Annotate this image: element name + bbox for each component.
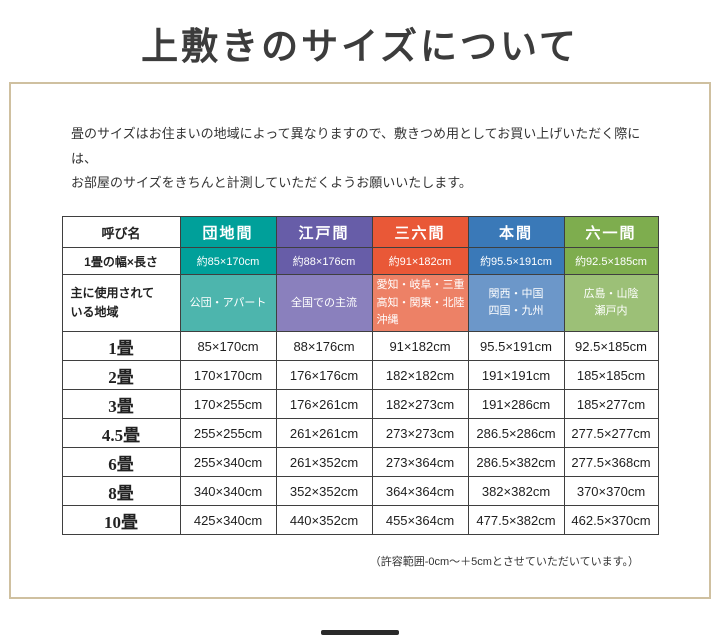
size-cell: 255×340cm <box>179 447 277 478</box>
size-cell: 277.5×277cm <box>563 418 659 449</box>
size-cell: 382×382cm <box>467 476 565 507</box>
size-row-4-5jo: 4.5畳 255×255cm 261×261cm 273×273cm 286.5… <box>61 418 659 449</box>
row-label: 2畳 <box>61 360 181 391</box>
size-row-8jo: 8畳 340×340cm 352×352cm 364×364cm 382×382… <box>61 476 659 507</box>
region-line: 関西・中国 <box>488 288 544 301</box>
region-cell-saburokuma: 愛知・岐阜・三重 高知・関東・北陸 沖縄 <box>371 274 469 333</box>
region-row-label-line-1: 主に使用されて <box>70 285 155 300</box>
size-row-3jo: 3畳 170×255cm 176×261cm 182×273cm 191×286… <box>61 389 659 420</box>
region-line: 四国・九州 <box>488 305 544 318</box>
size-cell: 340×340cm <box>179 476 277 507</box>
region-line: 広島・山陰 <box>583 288 639 301</box>
tolerance-footnote: （許容範囲-0cm〜＋5cmとさせていただいています。） <box>369 556 639 568</box>
size-cell: 191×191cm <box>467 360 565 391</box>
bottom-frame-mark <box>321 630 399 635</box>
width-cell-honma: 約95.5×191cm <box>467 247 565 276</box>
size-cell: 182×182cm <box>371 360 469 391</box>
region-line: 公団・アパート <box>189 296 267 309</box>
size-cell: 370×370cm <box>563 476 659 507</box>
region-cell-honma: 関西・中国 四国・九州 <box>467 274 565 333</box>
size-cell: 176×261cm <box>275 389 373 420</box>
width-row-label: 1畳の幅×長さ <box>61 247 181 276</box>
size-cell: 170×170cm <box>179 360 277 391</box>
size-cell: 91×182cm <box>371 331 469 362</box>
size-cell: 273×364cm <box>371 447 469 478</box>
size-cell: 286.5×286cm <box>467 418 565 449</box>
content-frame: 畳のサイズはお住まいの地域によって異なりますので、敷きつめ用としてお買い上げいた… <box>9 82 711 599</box>
size-cell: 170×255cm <box>179 389 277 420</box>
size-cell: 277.5×368cm <box>563 447 659 478</box>
size-cell: 176×176cm <box>275 360 373 391</box>
region-line: 高知・関東・北陸 <box>376 296 465 309</box>
width-cell-danchima: 約85×170cm <box>179 247 277 276</box>
row-label: 3畳 <box>61 389 181 420</box>
size-cell: 286.5×382cm <box>467 447 565 478</box>
intro-line-2: お部屋のサイズをきちんと計測していただくようお願いいたします。 <box>71 175 472 191</box>
region-row: 主に使用されて いる地域 公団・アパート 全国での主流 愛知・岐阜・三重 高知・… <box>61 274 659 333</box>
row-label: 6畳 <box>61 447 181 478</box>
intro-text: 畳のサイズはお住まいの地域によって異なりますので、敷きつめ用としてお買い上げいた… <box>71 122 649 196</box>
size-row-6jo: 6畳 255×340cm 261×352cm 273×364cm 286.5×3… <box>61 447 659 478</box>
column-header-honma: 本間 <box>467 216 565 249</box>
width-cell-saburokuma: 約91×182cm <box>371 247 469 276</box>
size-cell: 352×352cm <box>275 476 373 507</box>
size-cell: 185×185cm <box>563 360 659 391</box>
region-line: 全国での主流 <box>291 296 357 309</box>
row-label: 4.5畳 <box>61 418 181 449</box>
intro-line-1: 畳のサイズはお住まいの地域によって異なりますので、敷きつめ用としてお買い上げいた… <box>71 126 641 166</box>
column-header-rokuichima: 六一間 <box>563 216 659 249</box>
row-label: 10畳 <box>61 505 181 536</box>
size-cell: 92.5×185cm <box>563 331 659 362</box>
size-cell: 462.5×370cm <box>563 505 659 536</box>
size-cell: 477.5×382cm <box>467 505 565 536</box>
size-cell: 185×277cm <box>563 389 659 420</box>
size-cell: 88×176cm <box>275 331 373 362</box>
size-cell: 425×340cm <box>179 505 277 536</box>
region-cell-edoma: 全国での主流 <box>275 274 373 333</box>
size-cell: 364×364cm <box>371 476 469 507</box>
column-header-edoma: 江戸間 <box>275 216 373 249</box>
size-row-10jo: 10畳 425×340cm 440×352cm 455×364cm 477.5×… <box>61 505 659 536</box>
column-header-saburokuma: 三六間 <box>371 216 469 249</box>
size-cell: 261×261cm <box>275 418 373 449</box>
width-cell-edoma: 約88×176cm <box>275 247 373 276</box>
row-label: 1畳 <box>61 331 181 362</box>
region-line: 沖縄 <box>376 313 399 326</box>
size-row-1jo: 1畳 85×170cm 88×176cm 91×182cm 95.5×191cm… <box>61 331 659 362</box>
header-row: 呼び名 団地間 江戸間 三六間 本間 六一間 <box>61 216 659 249</box>
size-row-2jo: 2畳 170×170cm 176×176cm 182×182cm 191×191… <box>61 360 659 391</box>
region-line: 愛知・岐阜・三重 <box>376 279 465 292</box>
size-table: 呼び名 団地間 江戸間 三六間 本間 六一間 1畳の幅×長さ 約85×170cm… <box>61 216 659 536</box>
size-cell: 255×255cm <box>179 418 277 449</box>
size-cell: 440×352cm <box>275 505 373 536</box>
region-cell-rokuichima: 広島・山陰 瀬戸内 <box>563 274 659 333</box>
region-row-label: 主に使用されて いる地域 <box>61 274 181 333</box>
width-cell-rokuichima: 約92.5×185cm <box>563 247 659 276</box>
row-label: 8畳 <box>61 476 181 507</box>
width-row: 1畳の幅×長さ 約85×170cm 約88×176cm 約91×182cm 約9… <box>61 247 659 276</box>
size-cell: 95.5×191cm <box>467 331 565 362</box>
size-cell: 455×364cm <box>371 505 469 536</box>
size-cell: 85×170cm <box>179 331 277 362</box>
corner-header: 呼び名 <box>61 216 181 249</box>
region-row-label-line-2: いる地域 <box>70 305 119 320</box>
size-cell: 261×352cm <box>275 447 373 478</box>
size-cell: 273×273cm <box>371 418 469 449</box>
size-cell: 182×273cm <box>371 389 469 420</box>
region-cell-danchima: 公団・アパート <box>179 274 277 333</box>
page-title: 上敷きのサイズについて <box>141 27 579 68</box>
size-cell: 191×286cm <box>467 389 565 420</box>
region-line: 瀬戸内 <box>594 305 628 318</box>
column-header-danchima: 団地間 <box>179 216 277 249</box>
